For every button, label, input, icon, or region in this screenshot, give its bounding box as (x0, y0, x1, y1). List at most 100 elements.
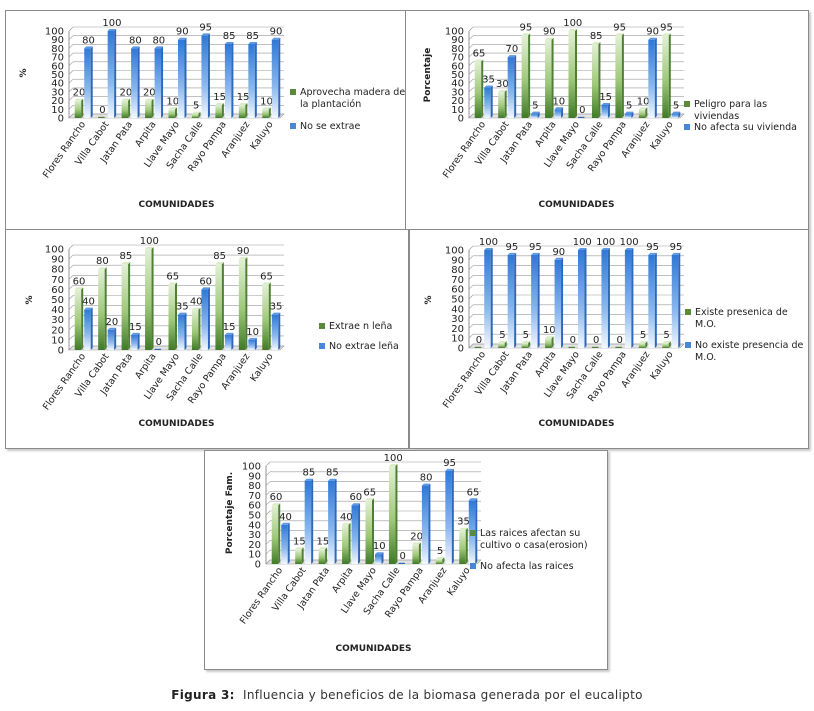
bar-existe-presenica-de-m-o-villa-cabot (498, 341, 507, 348)
bar-front (601, 104, 608, 118)
legend-swatch-existe-presenica-de-m-o (685, 309, 691, 315)
bar-side (645, 107, 648, 118)
y-tick-label: 100 (445, 27, 464, 38)
bar-top (121, 98, 131, 101)
bar-front (484, 87, 491, 118)
bar-front (328, 480, 335, 564)
legend-swatch-no-extrae-lena (319, 343, 325, 349)
bar-top (238, 102, 248, 105)
bar-peligro-para-las-viviendas-jatan-pata (521, 33, 531, 118)
data-label: 40 (279, 512, 292, 523)
bar-front (671, 113, 679, 118)
legend-label: Las raices afectan su (480, 528, 580, 539)
bar-side (151, 247, 154, 350)
bar-extrae-n-lena-llave-mayo (168, 282, 177, 350)
bar-front (131, 334, 138, 350)
grid-diag (265, 540, 271, 545)
bar-no-extrae-lena-rayo-pampa (224, 332, 234, 350)
bar-top (304, 478, 314, 481)
bar-top (468, 498, 478, 501)
data-label: 60 (349, 492, 362, 503)
data-label: 10 (543, 325, 556, 336)
grid-diag (468, 314, 474, 319)
bar-top (474, 59, 484, 62)
bar-side (654, 37, 657, 119)
data-label: 15 (599, 92, 612, 103)
grid-diag (468, 61, 474, 67)
data-label: 60 (270, 492, 283, 503)
bar-side (418, 542, 421, 564)
bar-no-se-extrae-sacha-calle (201, 33, 210, 118)
legend-swatch-extrae-n-lena (319, 323, 325, 329)
grid-diag (68, 254, 74, 260)
grid-diag (468, 255, 474, 261)
bar-top (215, 262, 224, 265)
bar-no-se-extrae-aranjuez (248, 42, 257, 118)
x-axis-title: COMUNIDADES (336, 644, 412, 654)
bar-peligro-para-las-viviendas-sacha-calle (591, 42, 601, 118)
bar-top (507, 252, 517, 255)
bar-no-existe-presencia-de-m-o-rayo-pampa (624, 248, 634, 348)
bar-side (254, 337, 257, 350)
grid-diag (468, 294, 474, 300)
x-tick-label: Kaluyo (648, 349, 675, 382)
data-label: 95 (506, 242, 519, 253)
y-tick-label: 80 (51, 44, 64, 55)
y-tick-label: 10 (451, 334, 464, 345)
bar-top (168, 107, 177, 110)
data-label: 100 (620, 237, 639, 248)
legend-label: No extrae leña (329, 341, 399, 352)
y-tick-label: 100 (445, 246, 464, 257)
data-label: 80 (152, 35, 165, 46)
bar-side (245, 257, 248, 350)
legend-swatch-peligro-para-las-viviendas (684, 101, 690, 107)
bar-front (545, 338, 552, 348)
legend-label: M.O. (695, 352, 716, 363)
bar-front (578, 116, 585, 118)
data-label: 85 (223, 31, 236, 42)
x-axis-title: COMUNIDADES (539, 200, 615, 210)
data-label: 0 (570, 335, 576, 346)
bar-side (348, 522, 351, 564)
grid-diag (68, 264, 74, 270)
bar-top (421, 483, 431, 486)
x-tick-label: Kaluyo (248, 119, 275, 152)
x-tick-label: Kaluyo (248, 351, 275, 384)
bar-front (342, 524, 349, 564)
bar-side (528, 341, 531, 348)
bar-front (624, 250, 632, 348)
bar-no-extrae-lena-flores-rancho (84, 307, 93, 350)
bar-front (84, 48, 91, 118)
y-tick-label: 60 (451, 285, 464, 296)
bar-top (295, 547, 304, 550)
grid-diag (68, 52, 74, 58)
chart-panel-lena: 0 10 20 30 40 50 60 70 80 90 100 60 40 Flores Rancho 8… (5, 229, 409, 449)
bar-extrae-n-lena-kaluyo (262, 282, 271, 350)
x-tick-label: Kaluyo (648, 119, 675, 152)
grid-diag (468, 70, 474, 75)
bar-no-afecta-su-vivienda-kaluyo (671, 111, 681, 118)
bar-top (107, 29, 117, 31)
grid-diag (265, 559, 271, 565)
grid-diag (68, 87, 74, 93)
bar-las-raices-afectan-su-cultivo-o-casa-erosion-jatan-pata (318, 547, 328, 564)
bar-front (351, 505, 359, 564)
grid-diag (468, 304, 474, 310)
y-tick-label: 50 (51, 295, 64, 306)
bar-front (107, 329, 115, 350)
y-tick-label: 60 (51, 285, 64, 296)
bar-top (638, 107, 648, 110)
bar-aprovecha-madera-de-la-plantacion-llave-mayo (168, 107, 177, 118)
grid-diag (68, 78, 74, 84)
data-label: 20 (119, 88, 132, 99)
bar-top (568, 29, 577, 31)
bar-front (507, 57, 515, 118)
bar-front (531, 254, 538, 348)
grid-diag (68, 61, 74, 67)
bar-front (248, 339, 255, 350)
bar-las-raices-afectan-su-cultivo-o-casa-erosion-kaluyo (459, 527, 468, 564)
figure-caption-text: Influencia y beneficios de la biomasa ge… (242, 688, 643, 702)
bar-top (145, 98, 154, 101)
bar-front (615, 35, 622, 118)
x-axis-title: COMUNIDADES (539, 419, 615, 429)
